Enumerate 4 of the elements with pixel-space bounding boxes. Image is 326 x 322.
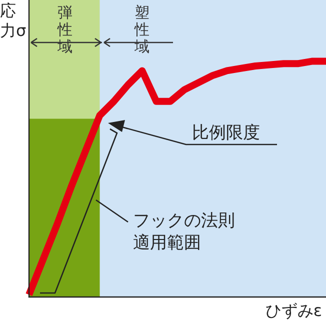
annotation: 比例限度 bbox=[192, 123, 260, 143]
y-axis-title: 応力σ bbox=[0, 1, 26, 40]
x-axis-title: ひずみε bbox=[265, 301, 322, 320]
annotation: フックの法則適用範囲 bbox=[133, 211, 235, 253]
